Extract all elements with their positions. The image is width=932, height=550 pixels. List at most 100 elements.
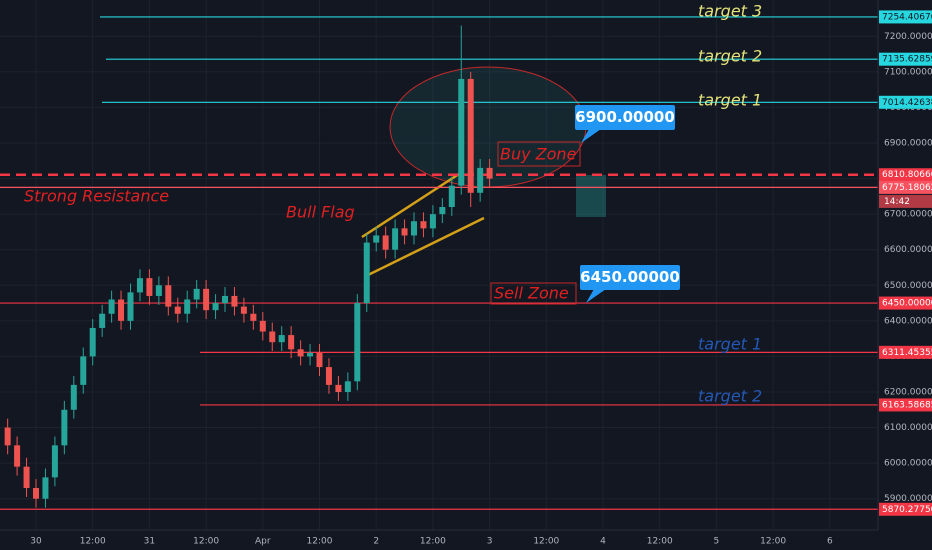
candle-body (316, 352, 323, 368)
level-label: 6450.00000 (882, 299, 932, 309)
candle-body (392, 228, 399, 250)
level-label-bg (879, 345, 932, 359)
candle-body (193, 288, 200, 300)
callout-box (575, 104, 675, 130)
candle-body (411, 221, 418, 236)
y-tick-label: 5900.00000 (884, 494, 932, 504)
flag-upper (361, 170, 463, 239)
candle-body (363, 242, 370, 304)
candle-body (155, 285, 162, 296)
sell-zone-box (490, 282, 577, 305)
x-tick-label: 12:00 (307, 537, 333, 547)
candle-body (486, 167, 493, 179)
level-label-bg (879, 502, 932, 516)
candle-body (146, 278, 153, 296)
callout-label: 6900.00000 (575, 108, 675, 126)
x-tick-label: 31 (144, 537, 155, 547)
level-label: 7014.42638 (882, 98, 932, 108)
annotation: target 2 (698, 47, 762, 66)
level-label: 6163.58685 (882, 400, 932, 410)
x-tick-label: 12:00 (193, 537, 219, 547)
x-tick-label: 5 (714, 537, 720, 547)
level-label: 7254.40676 (882, 12, 932, 22)
callout-pointer (581, 128, 601, 143)
candle-body (118, 299, 125, 321)
price-axis (878, 0, 932, 550)
candle-body (477, 167, 484, 193)
candle-body (448, 185, 455, 208)
candle-body (467, 78, 474, 193)
levels (0, 16, 878, 510)
y-tick-label: 6000.00000 (884, 459, 932, 469)
x-tick-label: 12:00 (420, 537, 446, 547)
candle-body (212, 303, 219, 311)
y-tick-label: 6700.00000 (884, 210, 932, 220)
candle-body (458, 78, 465, 186)
level-label: 6311.45355 (882, 348, 932, 358)
candle-body (80, 356, 87, 385)
candle-body (373, 235, 380, 243)
candle-body (14, 445, 21, 467)
y-tick-label: 7200.00000 (884, 32, 932, 42)
y-tick-label: 6400.00000 (884, 316, 932, 326)
level-label: 7135.62859 (882, 55, 932, 65)
candle-body (174, 306, 181, 314)
x-tick-label: 30 (30, 537, 42, 547)
level-label-bg (879, 296, 932, 310)
candle-body (420, 221, 427, 229)
candle-body (439, 207, 446, 215)
candle-body (344, 381, 351, 392)
level-label-bg (879, 52, 932, 66)
level-label: 6810.80666 (882, 170, 932, 180)
annotation-layer: 6900.00000 6450.00000 target 3 target 2 targ… (24, 2, 762, 406)
level-label: 6775.18062 (882, 183, 932, 193)
candles (4, 25, 493, 508)
annotation: Strong Resistance (24, 187, 169, 206)
level-label: 5870.27750 (882, 505, 932, 515)
countdown: 14:42 (884, 197, 910, 207)
candle-body (23, 466, 30, 489)
candle-body (184, 299, 191, 314)
candle-body (4, 427, 11, 446)
x-tick-label: 12:00 (80, 537, 106, 547)
annotation: Bull Flag (286, 203, 355, 222)
x-tick-label: 3 (487, 537, 493, 547)
y-tick-label: 6900.00000 (884, 138, 932, 148)
annotation: target 1 (698, 91, 762, 110)
candle-body (354, 303, 361, 382)
candle-body (108, 299, 115, 314)
callout-label: 6450.00000 (580, 268, 680, 286)
candle-body (335, 384, 342, 392)
annotation: target 2 (698, 387, 762, 406)
candle-body (51, 445, 58, 478)
candle-body (240, 306, 247, 314)
countdown-bg (879, 194, 932, 208)
candle-body (89, 327, 96, 357)
x-tick-label: 12:00 (647, 537, 673, 547)
annotation: Sell Zone (494, 284, 569, 303)
callout-pointer (586, 289, 606, 304)
grid (0, 0, 878, 530)
x-tick-label: Apr (255, 537, 271, 547)
candle-body (42, 477, 49, 499)
level-label-bg (879, 398, 932, 412)
candle-body (61, 409, 68, 446)
axis-layer: 7200.000007100.000007000.000006900.00000… (30, 10, 932, 547)
candle-body (297, 349, 304, 357)
y-tick-label: 7100.00000 (884, 67, 932, 77)
annotation: Buy Zone (500, 145, 577, 164)
level-label-bg (879, 95, 932, 109)
candle-body (382, 235, 389, 250)
candle-body (203, 288, 210, 311)
candle-body (231, 295, 238, 307)
candle-body (288, 335, 295, 350)
candle-body (127, 292, 134, 321)
x-tick-label: 2 (373, 537, 379, 547)
x-tick-label: 12:00 (760, 537, 786, 547)
flag-lower (367, 216, 485, 277)
annotation: target 1 (698, 335, 762, 354)
level-label-bg (879, 168, 932, 182)
